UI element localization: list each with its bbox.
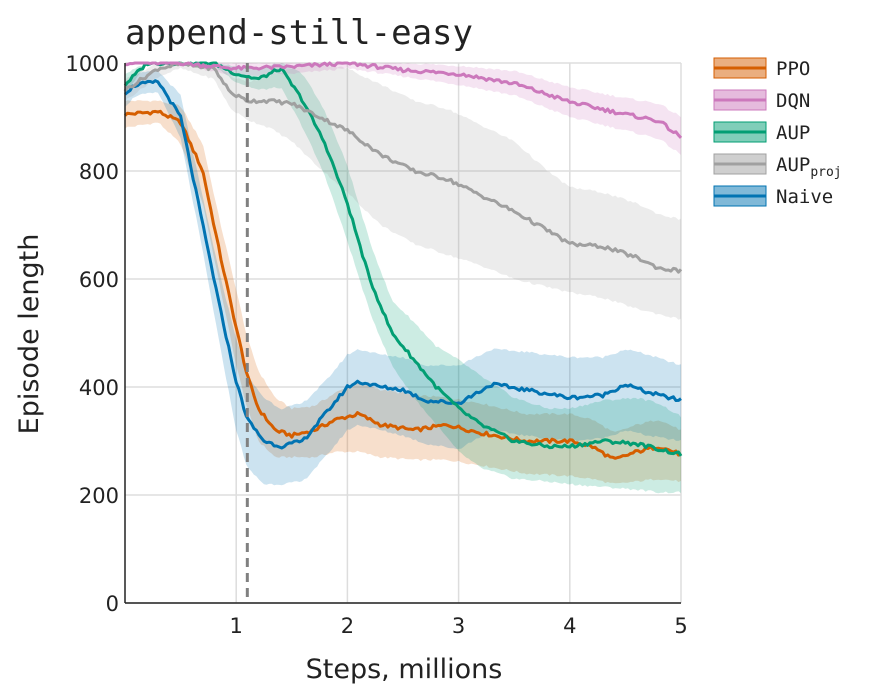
legend-label-naive: Naive <box>776 186 833 208</box>
legend-label-aup-proj: AUPproj <box>776 154 842 180</box>
aup-band <box>125 62 681 494</box>
aup-proj-line <box>123 61 683 274</box>
axes <box>124 63 681 604</box>
x-axis-label: Steps, millions <box>306 654 503 685</box>
x-tick-label: 2 <box>341 614 354 638</box>
dqn-band <box>125 62 681 156</box>
x-tick-labels: 1 2 3 4 5 <box>230 614 688 638</box>
series-lines <box>123 61 683 460</box>
y-axis-label: Episode length <box>14 234 45 435</box>
legend-label-ppo: PPO <box>776 58 810 80</box>
y-tick-label: 800 <box>79 160 119 184</box>
y-tick-labels: 0 200 400 600 800 1000 <box>66 52 119 616</box>
legend-label-aup: AUP <box>776 122 810 144</box>
x-tick-label: 5 <box>674 614 687 638</box>
dqn-line <box>124 61 683 139</box>
y-tick-label: 600 <box>79 268 119 292</box>
y-tick-label: 0 <box>106 592 119 616</box>
aup-proj-band <box>125 63 681 320</box>
y-tick-label: 400 <box>79 376 119 400</box>
ppo-band <box>125 100 681 484</box>
confidence-bands <box>125 62 681 494</box>
naive-band <box>125 70 681 486</box>
y-tick-label: 200 <box>79 484 119 508</box>
legend-label-dqn: DQN <box>776 90 810 112</box>
naive-line <box>124 79 682 450</box>
x-tick-label: 4 <box>563 614 576 638</box>
chart-title: append-still-easy <box>125 13 473 53</box>
x-tick-label: 1 <box>230 614 243 638</box>
x-tick-label: 3 <box>452 614 465 638</box>
y-tick-label: 1000 <box>66 52 119 76</box>
legend: PPO DQN AUP AUPproj Naive <box>713 57 842 208</box>
